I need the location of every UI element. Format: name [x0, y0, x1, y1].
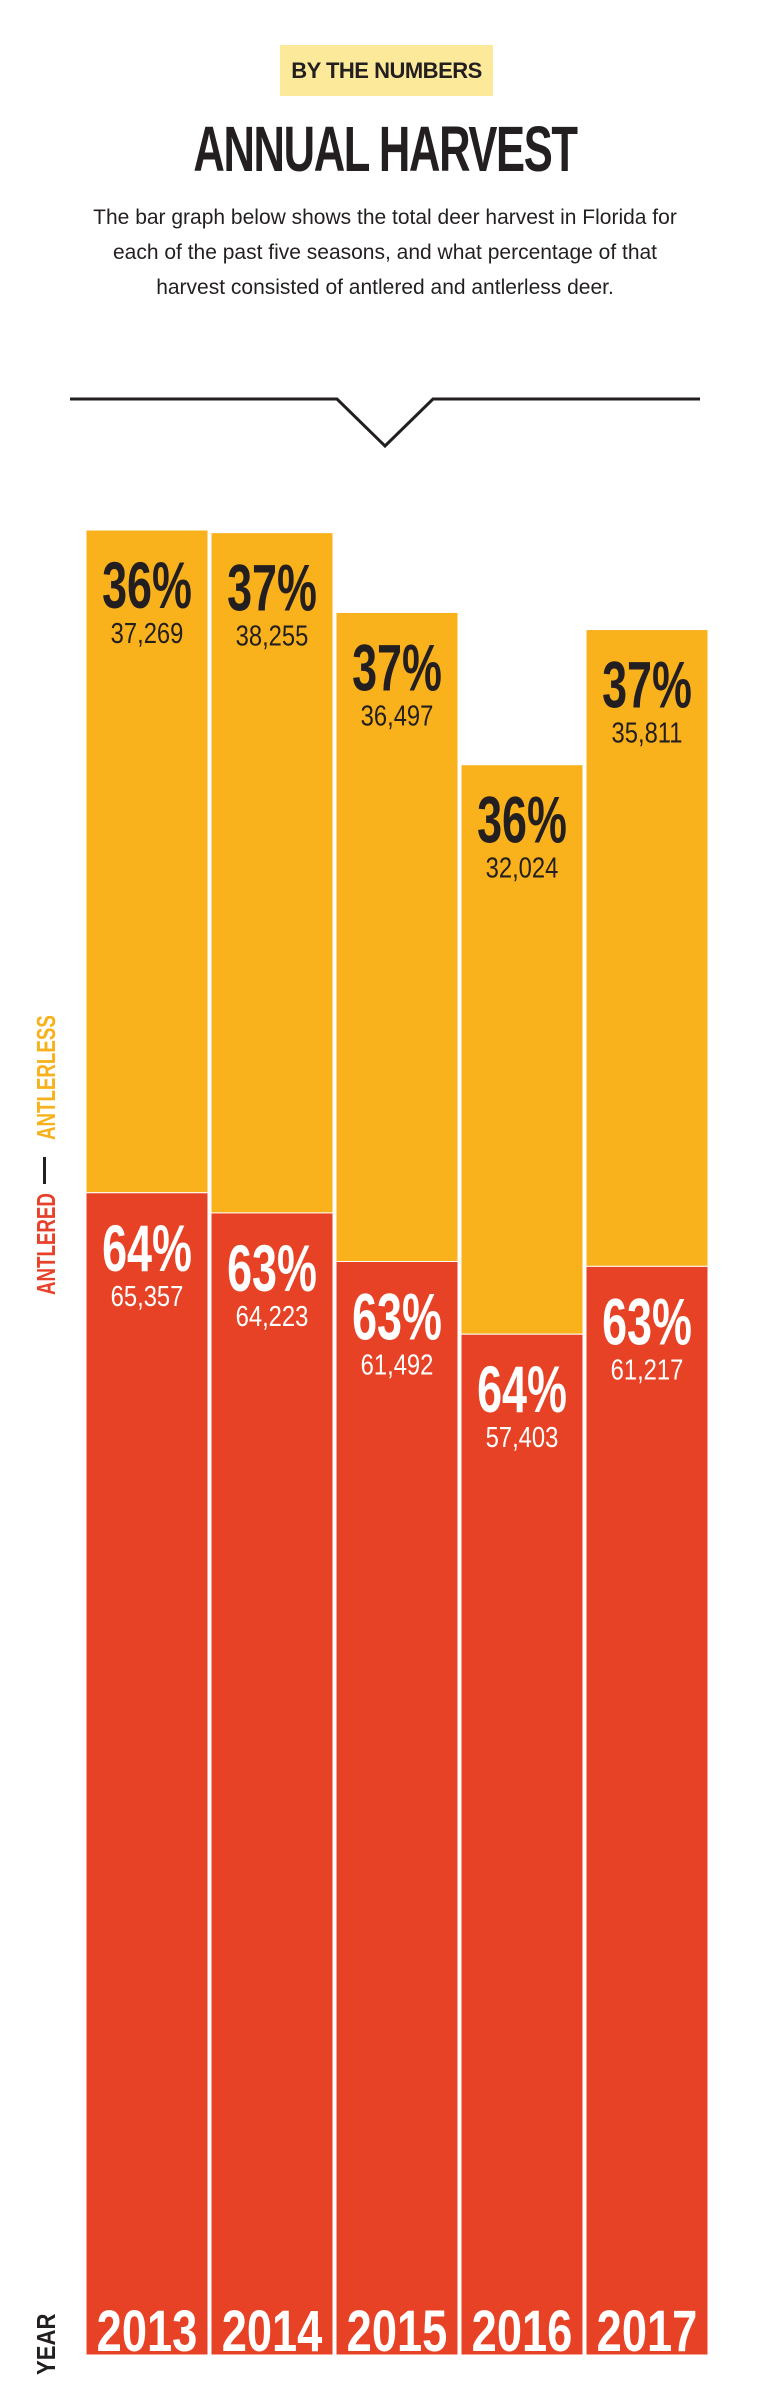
x-tick-label-2016: 2016 — [472, 2300, 573, 2365]
percent-label-antlerless-2014: 37% — [227, 551, 317, 625]
percent-label-antlered-2015: 63% — [352, 1280, 442, 1354]
bar-antlerless-2013 — [85, 529, 209, 1194]
percent-label-antlered-2013: 64% — [102, 1211, 192, 1285]
value-label-antlerless-2017: 35,811 — [612, 716, 683, 749]
bar-antlered-2014 — [210, 1212, 334, 2356]
x-tick-label-2014: 2014 — [222, 2300, 323, 2365]
value-label-antlered-2013: 65,357 — [111, 1280, 184, 1313]
bar-antlered-2017 — [585, 1265, 709, 2356]
percent-label-antlerless-2015: 37% — [352, 631, 442, 705]
percent-label-antlered-2017: 63% — [602, 1285, 692, 1359]
bar-antlerless-2017 — [585, 629, 709, 1267]
x-tick-label-2015: 2015 — [347, 2300, 448, 2365]
x-tick-label-2013: 2013 — [97, 2300, 198, 2365]
value-label-antlerless-2015: 36,497 — [361, 699, 434, 732]
bar-antlered-2015 — [335, 1260, 459, 2356]
value-label-antlerless-2014: 38,255 — [236, 619, 309, 652]
divider-chevron — [70, 397, 700, 449]
x-tick-label-2017: 2017 — [597, 2300, 698, 2365]
legend-separator — [43, 1157, 46, 1184]
value-label-antlerless-2013: 37,269 — [111, 617, 184, 650]
bar-antlered-2016 — [460, 1333, 584, 2356]
value-label-antlered-2016: 57,403 — [486, 1421, 559, 1454]
bar-antlerless-2015 — [335, 611, 459, 1262]
value-label-antlered-2017: 61,217 — [611, 1353, 684, 1386]
percent-label-antlerless-2017: 37% — [602, 648, 692, 722]
bar-antlered-2013 — [85, 1192, 209, 2356]
percent-label-antlered-2016: 64% — [477, 1353, 567, 1427]
percent-label-antlerless-2016: 36% — [477, 783, 567, 857]
value-label-antlered-2015: 61,492 — [361, 1348, 434, 1381]
bar-antlerless-2016 — [460, 764, 584, 1335]
chart-description: The bar graph below shows the total deer… — [93, 206, 677, 299]
value-label-antlered-2014: 64,223 — [236, 1300, 309, 1333]
bar-antlerless-2014 — [210, 532, 334, 1214]
percent-label-antlerless-2013: 36% — [102, 548, 192, 622]
section-badge: BY THE NUMBERS — [280, 45, 493, 96]
value-label-antlerless-2016: 32,024 — [486, 851, 559, 884]
page-title: ANNUAL HARVEST — [193, 113, 578, 185]
percent-label-antlered-2014: 63% — [227, 1231, 317, 1305]
